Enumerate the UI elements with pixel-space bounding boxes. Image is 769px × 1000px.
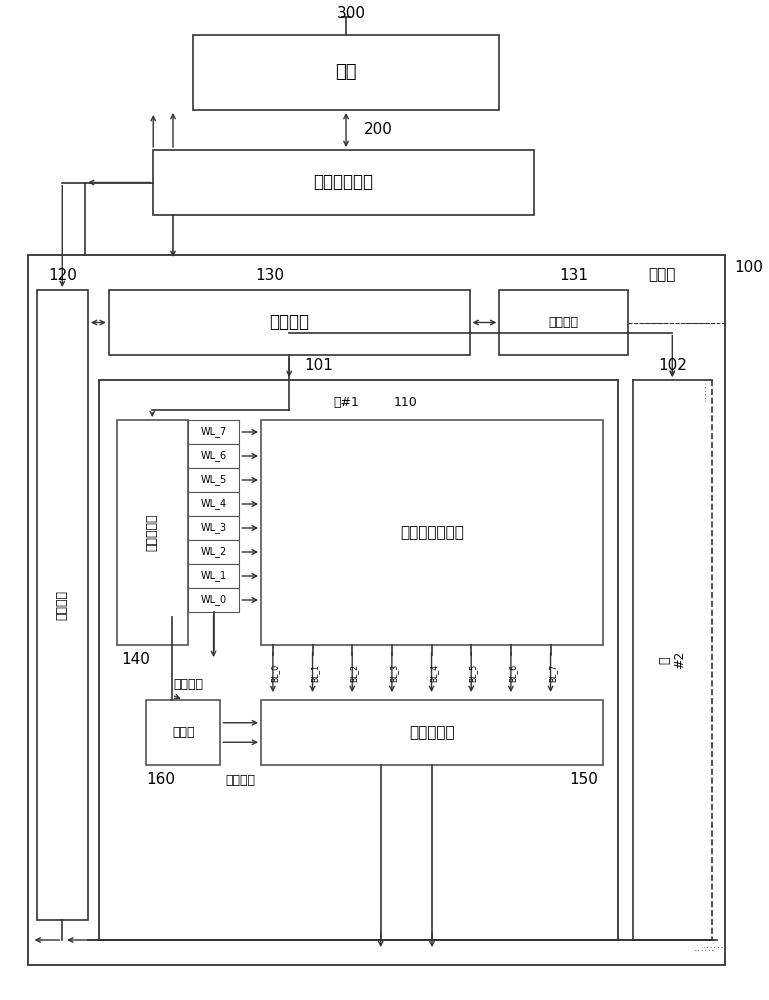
Text: 130: 130 <box>255 267 284 282</box>
Text: BL_1: BL_1 <box>310 664 319 682</box>
Text: 120: 120 <box>48 267 77 282</box>
Text: 基板电压: 基板电压 <box>174 678 204 692</box>
Bar <box>188 468 239 492</box>
Text: 300: 300 <box>337 5 365 20</box>
Text: 200: 200 <box>364 122 393 137</box>
Text: WL_2: WL_2 <box>201 547 227 557</box>
Text: BL_7: BL_7 <box>548 664 557 682</box>
Bar <box>188 564 239 588</box>
Bar <box>188 588 239 612</box>
Text: ......: ...... <box>703 940 724 950</box>
Text: 100: 100 <box>734 260 764 275</box>
Bar <box>146 700 221 765</box>
Text: BL_5: BL_5 <box>468 664 478 682</box>
Text: 块
#2: 块 #2 <box>658 651 686 669</box>
Text: 块#1: 块#1 <box>333 395 359 408</box>
Text: 位线电压: 位线电压 <box>225 774 255 786</box>
Text: BL_2: BL_2 <box>350 664 358 682</box>
Text: 150: 150 <box>569 772 598 788</box>
Text: 102: 102 <box>657 358 687 372</box>
Text: BL_3: BL_3 <box>389 664 398 682</box>
Bar <box>188 492 239 516</box>
Text: BL_4: BL_4 <box>429 664 438 682</box>
Text: 主机: 主机 <box>335 64 357 82</box>
Bar <box>188 420 239 444</box>
Text: 控制接口: 控制接口 <box>56 590 68 620</box>
Text: ......: ...... <box>694 943 716 953</box>
Text: 位线选择器: 位线选择器 <box>409 725 454 740</box>
Bar <box>153 150 534 215</box>
Bar <box>108 290 470 355</box>
Bar <box>37 290 88 920</box>
Text: WL_3: WL_3 <box>201 523 227 533</box>
Bar <box>188 516 239 540</box>
Text: BL_0: BL_0 <box>271 664 279 682</box>
Text: 110: 110 <box>394 395 418 408</box>
Text: WL_1: WL_1 <box>201 571 227 581</box>
Bar <box>188 540 239 564</box>
Text: 160: 160 <box>146 772 175 788</box>
Text: WL_7: WL_7 <box>201 427 227 437</box>
Text: WL_4: WL_4 <box>201 499 227 509</box>
Bar <box>499 290 628 355</box>
Text: WL_6: WL_6 <box>201 451 227 461</box>
Text: 字线译码器: 字线译码器 <box>146 514 158 551</box>
Bar <box>193 35 499 110</box>
Text: 存储器控制器: 存储器控制器 <box>314 174 374 192</box>
Text: WL_0: WL_0 <box>201 595 227 605</box>
Text: WL_5: WL_5 <box>201 475 227 485</box>
Bar <box>117 420 188 645</box>
Text: 命令队列: 命令队列 <box>548 316 578 329</box>
Text: 控制部分: 控制部分 <box>269 314 309 332</box>
Text: ......: ...... <box>698 379 708 401</box>
Text: BL_6: BL_6 <box>508 664 518 682</box>
Bar <box>188 444 239 468</box>
Bar <box>99 380 618 940</box>
Text: 131: 131 <box>559 267 588 282</box>
Text: 存储器: 存储器 <box>647 267 675 282</box>
Bar <box>261 700 603 765</box>
Text: 存储器单元阵列: 存储器单元阵列 <box>400 525 464 540</box>
Text: 驱动器: 驱动器 <box>172 726 195 739</box>
Text: 140: 140 <box>122 652 151 668</box>
Bar <box>28 255 724 965</box>
Text: 101: 101 <box>305 358 333 372</box>
Bar <box>261 420 603 645</box>
